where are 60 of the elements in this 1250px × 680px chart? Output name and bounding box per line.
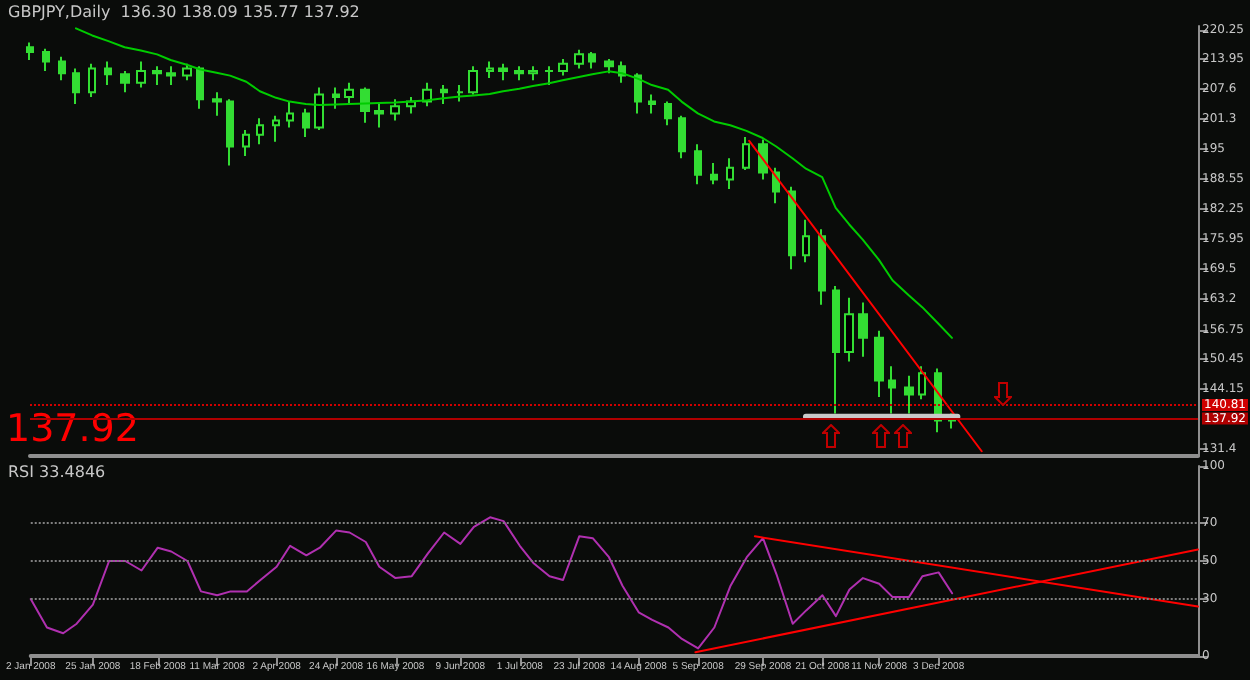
candlestick: [514, 65, 524, 82]
candlestick: [904, 374, 914, 415]
candlestick: [256, 117, 264, 146]
candlestick: [182, 62, 192, 82]
candlestick: [88, 62, 96, 98]
candlestick: [390, 98, 400, 122]
candlestick: [558, 58, 568, 77]
candlestick: [664, 100, 672, 127]
candlestick: [742, 136, 750, 172]
candlestick: [152, 65, 162, 87]
candlestick: [120, 69, 130, 94]
candlestick: [874, 329, 884, 398]
candlestick: [678, 114, 686, 160]
candlestick: [26, 41, 34, 62]
candlestick: [788, 185, 796, 271]
candlestick: [588, 50, 596, 70]
candlestick: [104, 60, 112, 87]
candlestick: [374, 102, 384, 129]
candlestick: [726, 157, 734, 191]
candlestick: [888, 365, 896, 415]
candlestick: [832, 284, 840, 415]
candlestick: [166, 65, 176, 87]
candlestick: [332, 86, 340, 110]
candlestick: [634, 72, 642, 115]
candlestick: [344, 81, 354, 105]
candlestick: [918, 365, 926, 401]
candlestick: [286, 100, 294, 129]
candlestick: [710, 162, 718, 186]
line-series: [29, 516, 954, 650]
candlestick: [844, 296, 854, 363]
candlestick: [802, 218, 810, 264]
candlestick: [694, 143, 702, 186]
candlestick: [486, 60, 494, 79]
candlestick: [456, 84, 464, 103]
candlestick: [544, 65, 554, 87]
candlestick: [58, 55, 66, 82]
candlestick: [648, 93, 656, 115]
candlestick: [604, 58, 614, 75]
candlestick: [468, 65, 478, 96]
candlestick: [528, 65, 538, 82]
chart-title: RSI 33.4846: [8, 463, 106, 481]
candlestick: [314, 86, 324, 131]
candlestick: [498, 62, 508, 82]
candlestick: [226, 98, 234, 167]
candlestick: [72, 67, 80, 105]
candlestick: [242, 128, 250, 157]
candlestick: [272, 114, 280, 143]
candlestick: [440, 84, 448, 105]
annotation: 137.92: [6, 407, 139, 451]
candlestick: [302, 107, 310, 139]
candlestick: [196, 65, 204, 110]
candlestick: [136, 60, 146, 89]
chart-title: GBPJPY,Daily 136.30 138.09 135.77 137.92: [8, 3, 360, 21]
candlestick: [360, 86, 370, 124]
candlestick: [818, 228, 826, 306]
candlestick: [574, 48, 584, 70]
candlestick: [858, 301, 868, 358]
candlestick: [212, 91, 222, 117]
candlestick: [42, 47, 50, 72]
line-series: [74, 27, 953, 339]
